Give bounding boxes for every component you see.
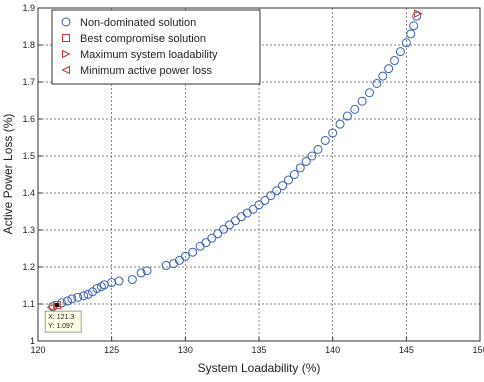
y-tick-label: 1.2	[22, 262, 35, 272]
x-tick-label: 125	[104, 345, 119, 355]
y-tick-label: 1.6	[22, 114, 35, 124]
y-tick-label: 1.7	[22, 77, 35, 87]
data-point	[295, 163, 305, 173]
data-point	[114, 276, 124, 286]
data-point	[67, 294, 77, 304]
data-point	[201, 238, 211, 248]
y-tick-label: 1.1	[22, 299, 35, 309]
data-point	[180, 251, 190, 261]
data-point	[357, 96, 367, 106]
data-point	[335, 119, 345, 129]
data-point	[260, 195, 270, 205]
data-point	[414, 9, 423, 18]
legend-label: Minimum active power loss	[80, 65, 213, 77]
legend-marker	[62, 34, 70, 42]
data-point	[73, 292, 83, 302]
datatip-y-text: Y: 1.097	[48, 323, 74, 330]
legend-entry: Best compromise solution	[62, 33, 206, 45]
y-tick-label: 1	[30, 336, 35, 346]
data-point	[96, 282, 106, 292]
legend-entry: Maximum system loadability	[62, 49, 218, 61]
data-tip: X: 121.3 Y: 1.097	[44, 303, 82, 333]
data-point	[136, 268, 146, 278]
y-tick-label: 1.9	[22, 3, 35, 13]
data-point	[53, 301, 62, 310]
data-point	[365, 88, 374, 98]
x-tick-label: 145	[399, 345, 414, 355]
data-point	[219, 224, 229, 234]
data-point	[390, 56, 400, 66]
data-point	[328, 128, 338, 138]
legend-marker	[61, 17, 71, 27]
legend-entry: Minimum active power loss	[61, 65, 213, 77]
series-2	[414, 9, 423, 18]
data-point	[83, 289, 93, 299]
datatip-box	[44, 310, 82, 333]
y-tick-label: 1.5	[22, 151, 35, 161]
data-point	[57, 298, 67, 308]
y-tick-label: 1.3	[22, 225, 35, 235]
legend-box	[51, 9, 261, 85]
x-tick-label: 135	[251, 345, 266, 355]
y-axis-label: Active Power Loss (%)	[1, 114, 15, 235]
data-point	[62, 296, 72, 306]
x-tick-label: 130	[178, 345, 193, 355]
data-point	[266, 191, 276, 201]
series-1	[53, 301, 62, 310]
data-point	[283, 175, 293, 185]
data-point	[320, 135, 330, 145]
data-point	[307, 151, 317, 161]
x-tick-label: 150	[472, 345, 484, 355]
data-point	[384, 64, 394, 74]
x-tick-label: 120	[30, 345, 45, 355]
axis-ticks: 120 125 130 135 140 145 150 1 1.1 1.2 1.3 1.4 1.5 1.6…	[22, 3, 484, 355]
data-point	[350, 104, 360, 114]
data-point	[301, 157, 311, 167]
series-0	[48, 11, 422, 312]
data-point	[395, 47, 405, 57]
legend: Non-dominated solution Best compromise so…	[51, 9, 261, 85]
data-point	[254, 200, 264, 210]
data-point	[79, 291, 89, 301]
data-point	[342, 111, 352, 121]
data-point	[372, 78, 382, 88]
data-point	[92, 283, 102, 293]
data-point	[188, 247, 198, 257]
data-point	[213, 229, 223, 239]
data-point	[378, 71, 388, 81]
legend-label: Best compromise solution	[80, 33, 206, 45]
legend-label: Maximum system loadability	[80, 49, 218, 61]
legend-marker	[62, 49, 71, 59]
data-point	[289, 170, 299, 179]
legend-label: Non-dominated solution	[80, 17, 196, 29]
legend-entry: Non-dominated solution	[61, 17, 196, 29]
datatip-x-text: X: 121.3	[48, 314, 74, 321]
x-tick-label: 140	[325, 345, 340, 355]
data-point	[406, 29, 416, 39]
x-axis-label: System Loadability (%)	[198, 361, 321, 375]
data-point	[46, 303, 56, 312]
data-point	[142, 266, 152, 276]
data-point	[409, 21, 419, 31]
data-series	[46, 9, 423, 312]
y-tick-label: 1.8	[22, 40, 35, 50]
data-point	[412, 11, 422, 21]
data-point	[272, 186, 282, 196]
data-point	[401, 38, 411, 48]
data-point	[207, 233, 217, 243]
data-point	[248, 204, 258, 214]
series-3	[46, 303, 56, 312]
data-point	[127, 275, 137, 285]
legend-marker	[61, 65, 70, 75]
data-point	[278, 181, 288, 191]
datatip-marker	[55, 303, 60, 308]
data-point	[313, 144, 323, 154]
y-tick-label: 1.4	[22, 188, 35, 198]
